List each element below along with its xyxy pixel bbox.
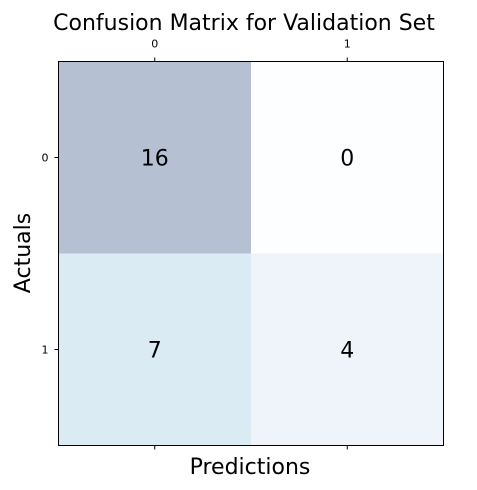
matrix-cell-r0-c0	[58, 61, 251, 254]
x-tick-label-0: 0	[151, 38, 158, 51]
chart-title: Confusion Matrix for Validation Set	[53, 11, 435, 36]
axis-ticks: 0 1 0 1	[42, 38, 351, 450]
matrix-cells: 16 0 7 4	[58, 61, 444, 446]
cell-value-r0-c1: 0	[340, 147, 354, 172]
matrix-cell-r1-c0	[58, 253, 251, 446]
plot-frame	[58, 61, 444, 446]
matrix-cell-r1-c1	[251, 253, 444, 446]
matrix-cell-r0-c1	[251, 61, 444, 254]
x-tick-label-1: 1	[344, 38, 351, 51]
y-axis-label: Actuals	[11, 213, 36, 293]
y-tick-label-1: 1	[42, 344, 49, 357]
cell-value-r1-c1: 4	[340, 339, 354, 364]
cell-value-r0-c0: 16	[141, 147, 169, 172]
y-tick-label-0: 0	[42, 152, 49, 165]
cell-value-r1-c0: 7	[148, 339, 162, 364]
x-axis-label: Predictions	[190, 455, 311, 480]
